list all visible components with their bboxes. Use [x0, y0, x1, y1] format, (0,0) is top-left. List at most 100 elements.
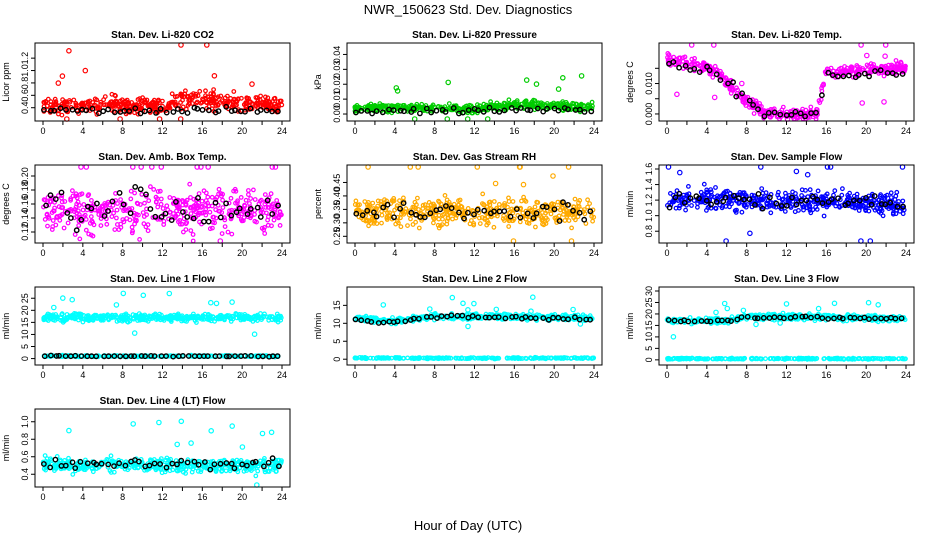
data-point [764, 204, 770, 210]
data-point [743, 204, 749, 210]
data-point [378, 199, 384, 204]
data-point [737, 189, 743, 195]
data-point [892, 64, 897, 70]
reference-point [380, 204, 387, 211]
reference-point [899, 71, 906, 77]
data-point [179, 198, 185, 203]
outlier-point [559, 75, 566, 81]
y-axis-label: percent [313, 188, 323, 219]
y-tick-label: 0.30 [332, 214, 342, 232]
chart-title: Stan. Dev. Line 2 Flow [422, 274, 527, 285]
x-tick-label: 4 [80, 126, 85, 136]
reference-point [725, 80, 731, 87]
reference-point [475, 107, 481, 114]
reference-point [111, 353, 118, 359]
data-point [378, 355, 384, 361]
reference-point [53, 353, 60, 359]
data-point [226, 200, 232, 206]
reference-point [158, 213, 165, 220]
data-point [77, 103, 83, 108]
reference-point [713, 198, 720, 205]
data-point [808, 210, 814, 216]
data-point [430, 215, 436, 220]
data-point [509, 356, 515, 361]
data-point [502, 311, 508, 317]
reference-point [773, 200, 780, 207]
data-point [85, 193, 91, 199]
data-point [166, 101, 172, 106]
y-tick-label: 0.01 [332, 90, 342, 108]
data-point [511, 216, 517, 222]
data-point [732, 208, 738, 214]
y-tick-label: 0.02 [332, 75, 342, 93]
data-point [444, 197, 450, 203]
data-point [560, 99, 566, 104]
reference-point [825, 69, 832, 76]
y-tick-label: 0.010 [644, 72, 654, 95]
data-point [403, 209, 409, 215]
data-point [590, 218, 595, 224]
data-point [73, 191, 79, 197]
data-point [216, 315, 222, 321]
data-point [483, 356, 489, 362]
y-tick-label: 0.000 [644, 103, 654, 126]
data-point [362, 315, 368, 320]
data-point [526, 220, 532, 226]
data-point [572, 196, 578, 202]
reference-point [708, 201, 714, 208]
reference-point [88, 205, 95, 212]
reference-point [137, 186, 144, 193]
reference-point [352, 316, 359, 323]
data-point [432, 311, 438, 316]
data-point [884, 192, 890, 198]
data-point [844, 69, 850, 74]
data-point [456, 105, 462, 111]
data-point [769, 200, 774, 206]
reference-point [565, 106, 571, 113]
reference-point [148, 352, 154, 359]
data-point [897, 208, 903, 214]
reference-point [247, 105, 254, 112]
reference-point [527, 107, 534, 114]
reference-point [518, 105, 524, 111]
data-point [177, 221, 183, 227]
data-point [252, 211, 257, 217]
data-point [181, 94, 187, 99]
data-point [415, 195, 420, 201]
data-point [45, 223, 50, 229]
data-point [269, 204, 275, 210]
data-point [88, 208, 94, 214]
reference-point [215, 108, 222, 115]
reference-point [122, 353, 129, 360]
y-tick-label: 1.4 [644, 178, 654, 191]
reference-point [682, 62, 689, 69]
reference-point [72, 352, 79, 359]
data-point [441, 211, 447, 217]
x-tick-label: 24 [589, 126, 599, 136]
reference-point [759, 205, 766, 212]
x-tick-label: 0 [40, 248, 45, 258]
data-point [548, 211, 554, 217]
data-point [775, 192, 781, 198]
reference-point [364, 207, 371, 214]
reference-point [587, 208, 594, 215]
data-point [898, 59, 904, 65]
outlier-point [251, 331, 258, 338]
data-point [157, 188, 163, 194]
data-point [190, 232, 196, 237]
data-point [726, 194, 731, 200]
reference-point [581, 216, 588, 223]
reference-point [427, 210, 434, 217]
data-point [160, 206, 166, 211]
data-point [79, 191, 85, 197]
reference-point [179, 352, 186, 359]
data-point [137, 236, 143, 242]
outlier-point [460, 300, 466, 307]
data-point [230, 314, 236, 320]
reference-point [465, 107, 472, 114]
data-point [856, 208, 862, 213]
data-point [491, 355, 497, 361]
data-point [207, 209, 213, 215]
data-point [819, 85, 824, 91]
outlier-point [140, 292, 147, 299]
